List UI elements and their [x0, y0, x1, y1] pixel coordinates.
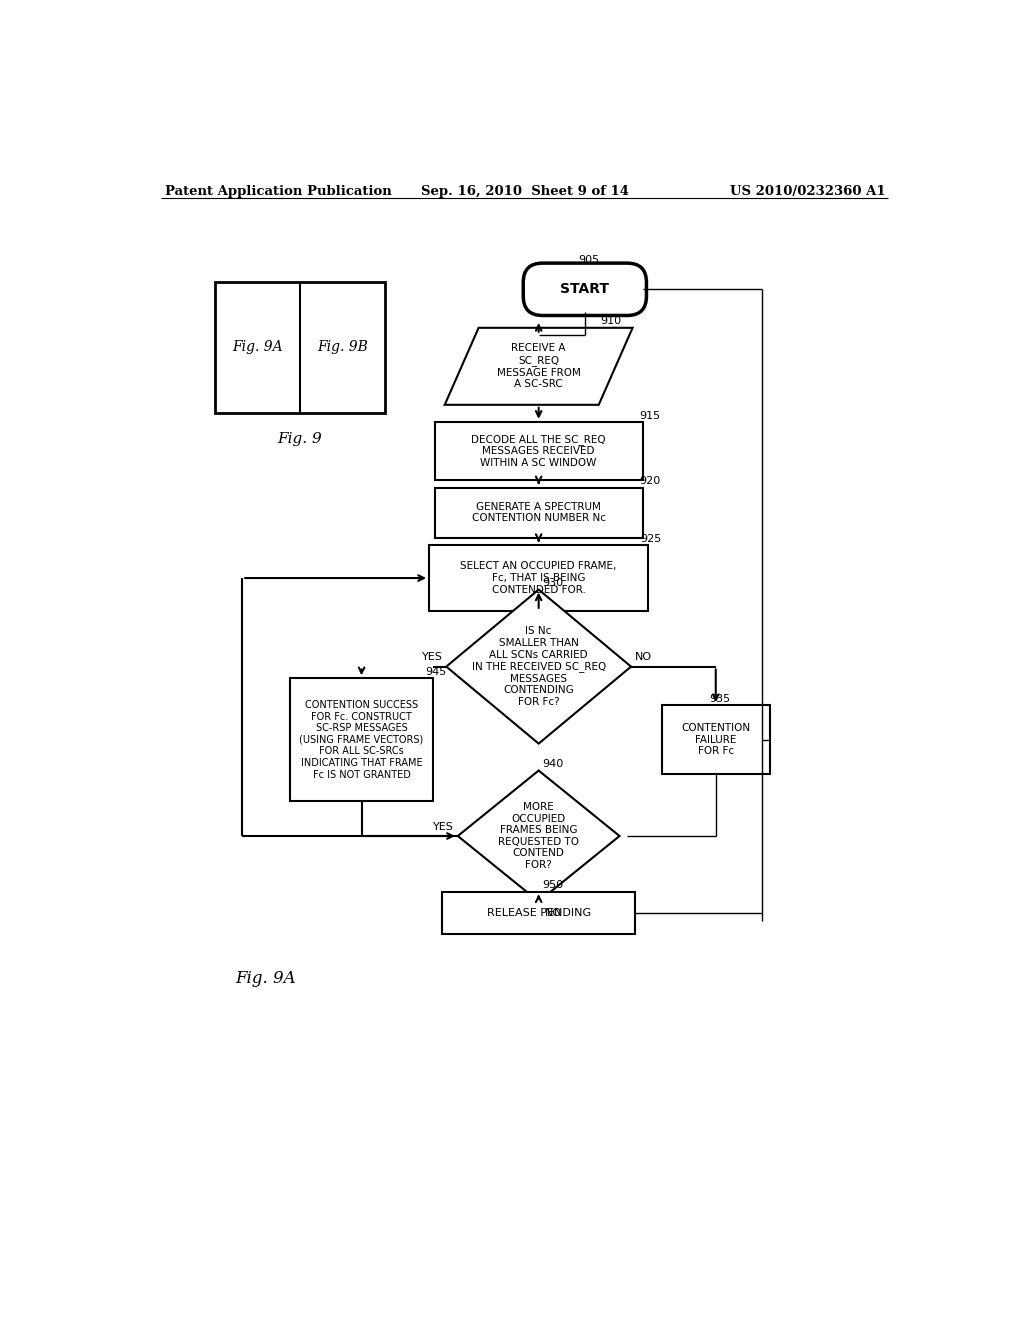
- Text: SELECT AN OCCUPIED FRAME,
Fc, THAT IS BEING
CONTENDED FOR.: SELECT AN OCCUPIED FRAME, Fc, THAT IS BE…: [461, 561, 616, 594]
- FancyBboxPatch shape: [215, 281, 385, 412]
- Text: RECEIVE A
SC_REQ
MESSAGE FROM
A SC-SRC: RECEIVE A SC_REQ MESSAGE FROM A SC-SRC: [497, 343, 581, 389]
- Text: YES: YES: [422, 652, 442, 663]
- Text: 905: 905: [579, 256, 600, 265]
- Text: 930: 930: [543, 578, 563, 589]
- Text: NO: NO: [635, 652, 652, 663]
- Text: 925: 925: [641, 533, 662, 544]
- Text: Sep. 16, 2010  Sheet 9 of 14: Sep. 16, 2010 Sheet 9 of 14: [421, 185, 629, 198]
- FancyBboxPatch shape: [442, 892, 635, 935]
- FancyBboxPatch shape: [662, 705, 770, 775]
- Text: YES: YES: [433, 822, 454, 832]
- Text: 940: 940: [543, 759, 564, 770]
- Polygon shape: [444, 327, 633, 405]
- Text: Fig. 9: Fig. 9: [278, 432, 323, 446]
- Text: RELEASE PENDING: RELEASE PENDING: [486, 908, 591, 917]
- Text: 915: 915: [639, 411, 659, 421]
- Text: GENERATE A SPECTRUM
CONTENTION NUMBER Nc: GENERATE A SPECTRUM CONTENTION NUMBER Nc: [472, 502, 605, 524]
- Text: MORE
OCCUPIED
FRAMES BEING
REQUESTED TO
CONTEND
FOR?: MORE OCCUPIED FRAMES BEING REQUESTED TO …: [498, 803, 580, 870]
- Text: US 2010/0232360 A1: US 2010/0232360 A1: [729, 185, 885, 198]
- FancyBboxPatch shape: [435, 422, 643, 480]
- Text: CONTENTION SUCCESS
FOR Fc. CONSTRUCT
SC-RSP MESSAGES
(USING FRAME VECTORS)
FOR A: CONTENTION SUCCESS FOR Fc. CONSTRUCT SC-…: [299, 700, 424, 780]
- Text: CONTENTION
FAILURE
FOR Fc: CONTENTION FAILURE FOR Fc: [681, 723, 751, 756]
- Text: 945: 945: [425, 667, 446, 677]
- Polygon shape: [458, 771, 620, 902]
- FancyBboxPatch shape: [523, 263, 646, 315]
- Text: 920: 920: [639, 477, 660, 486]
- Text: 950: 950: [543, 880, 563, 890]
- Text: Patent Application Publication: Patent Application Publication: [165, 185, 392, 198]
- Text: START: START: [560, 282, 609, 296]
- Text: DECODE ALL THE SC_REQ
MESSAGES RECEIVED
WITHIN A SC WINDOW: DECODE ALL THE SC_REQ MESSAGES RECEIVED …: [471, 434, 606, 469]
- FancyBboxPatch shape: [435, 487, 643, 537]
- Text: Fig. 9B: Fig. 9B: [316, 341, 368, 354]
- Text: IS Nc
SMALLER THAN
ALL SCNs CARRIED
IN THE RECEIVED SC_REQ
MESSAGES
CONTENDING
F: IS Nc SMALLER THAN ALL SCNs CARRIED IN T…: [471, 627, 606, 706]
- Text: 935: 935: [710, 693, 731, 704]
- Text: 910: 910: [600, 317, 622, 326]
- Text: Fig. 9A: Fig. 9A: [234, 970, 296, 987]
- Polygon shape: [446, 590, 631, 743]
- Text: Fig. 9A: Fig. 9A: [232, 341, 283, 354]
- FancyBboxPatch shape: [291, 678, 433, 801]
- FancyBboxPatch shape: [429, 545, 648, 611]
- Text: NO: NO: [545, 908, 562, 917]
